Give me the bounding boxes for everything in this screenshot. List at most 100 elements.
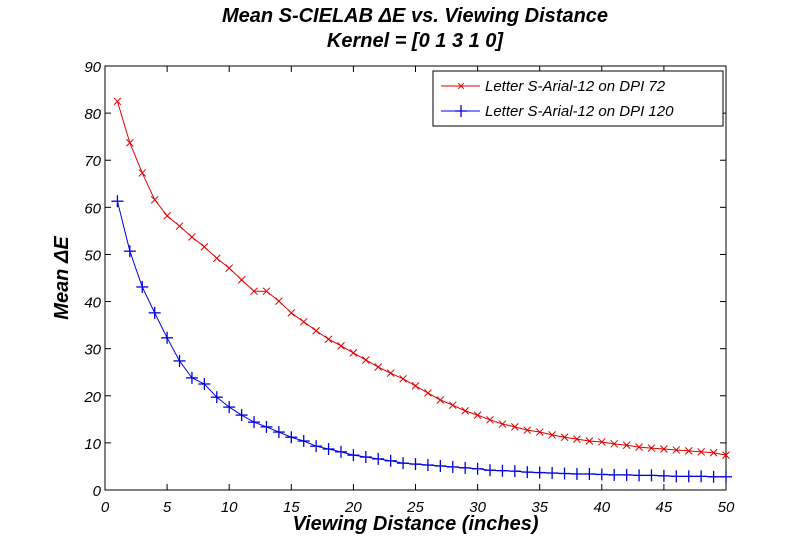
data-point bbox=[697, 447, 706, 456]
data-point bbox=[670, 470, 683, 483]
legend-box bbox=[432, 70, 724, 127]
data-point bbox=[720, 470, 732, 483]
y-tick-label: 40 bbox=[84, 295, 101, 312]
data-point bbox=[411, 382, 420, 390]
data-point bbox=[262, 287, 271, 296]
data-point bbox=[248, 416, 261, 429]
data-point bbox=[123, 245, 136, 258]
data-point bbox=[210, 391, 223, 404]
data-point bbox=[684, 447, 693, 455]
plus-marker bbox=[455, 105, 467, 117]
x-tick-label: 50 bbox=[718, 499, 735, 516]
legend: Letter S-Arial-12 on DPI 72 Letter S-Ari… bbox=[432, 70, 724, 127]
data-point bbox=[523, 426, 532, 435]
data-point bbox=[434, 459, 447, 472]
series-layer bbox=[111, 97, 732, 483]
data-point bbox=[111, 195, 124, 208]
data-point bbox=[446, 460, 459, 473]
data-point bbox=[484, 464, 497, 477]
data-point bbox=[397, 457, 410, 470]
y-tick-label: 30 bbox=[84, 342, 101, 359]
data-point bbox=[546, 467, 559, 480]
data-point bbox=[150, 195, 159, 204]
axes-box bbox=[104, 65, 727, 491]
data-point bbox=[633, 469, 646, 482]
x-tick-label: 35 bbox=[531, 499, 548, 516]
data-point bbox=[496, 464, 509, 477]
chart-subtitle: Kernel = [0 1 3 1 0] bbox=[327, 30, 505, 52]
data-point bbox=[299, 317, 308, 326]
data-point bbox=[235, 409, 248, 422]
data-point bbox=[272, 426, 285, 439]
legend-marker-plus-icon bbox=[455, 105, 467, 117]
data-point bbox=[225, 264, 234, 272]
data-point bbox=[185, 371, 198, 384]
data-point bbox=[511, 423, 519, 431]
data-point bbox=[125, 138, 134, 147]
legend-label-dpi72: Letter S-Arial-12 on DPI 72 bbox=[485, 78, 666, 95]
data-point bbox=[473, 411, 482, 419]
data-point bbox=[535, 428, 544, 436]
data-point bbox=[337, 341, 345, 350]
data-point bbox=[399, 374, 407, 383]
data-point bbox=[334, 445, 347, 458]
data-point bbox=[424, 389, 432, 397]
data-point bbox=[660, 445, 668, 453]
data-point bbox=[672, 446, 681, 454]
y-axis-label: Mean ΔE bbox=[51, 236, 73, 320]
data-point bbox=[682, 470, 695, 483]
data-point bbox=[312, 326, 320, 335]
x-tick-label: 25 bbox=[406, 499, 424, 516]
data-point bbox=[322, 443, 335, 456]
y-ticks: 0 10 20 30 40 50 60 70 80 90 bbox=[83, 59, 726, 500]
data-point bbox=[361, 356, 370, 364]
data-point bbox=[709, 448, 718, 457]
data-point bbox=[573, 435, 581, 443]
data-point bbox=[548, 431, 556, 439]
data-point bbox=[722, 451, 730, 459]
data-point bbox=[521, 466, 534, 479]
data-point bbox=[471, 462, 484, 475]
data-point bbox=[198, 378, 211, 390]
x-tick-label: 45 bbox=[656, 499, 673, 516]
y-tick-label: 0 bbox=[93, 483, 102, 500]
x-ticks: 0 5 10 15 20 25 30 35 40 45 50 bbox=[101, 66, 735, 516]
data-point bbox=[533, 466, 546, 479]
y-tick-label: 70 bbox=[84, 153, 101, 170]
data-point bbox=[275, 297, 283, 305]
chart-title: Mean S-CIELAB ΔE vs. Viewing Distance bbox=[222, 5, 608, 27]
data-point bbox=[647, 444, 656, 452]
data-point bbox=[635, 443, 643, 451]
data-point bbox=[163, 211, 171, 220]
data-point bbox=[372, 452, 385, 465]
data-point bbox=[585, 437, 594, 445]
data-point bbox=[498, 420, 507, 428]
x-tick-label: 5 bbox=[163, 499, 172, 516]
x-marker bbox=[457, 82, 465, 90]
data-point bbox=[622, 441, 631, 450]
data-point bbox=[386, 369, 395, 378]
data-point bbox=[448, 401, 457, 410]
y-tick-label: 10 bbox=[84, 436, 101, 453]
data-point bbox=[349, 349, 358, 357]
data-point bbox=[161, 331, 174, 344]
legend-marker-x-icon bbox=[457, 82, 465, 90]
legend-entry-dpi72: Letter S-Arial-12 on DPI 72 bbox=[441, 78, 666, 95]
data-point bbox=[285, 431, 298, 444]
data-point bbox=[359, 451, 372, 464]
y-tick-label: 60 bbox=[84, 200, 101, 217]
y-tick-label: 90 bbox=[84, 59, 101, 76]
data-point bbox=[297, 435, 310, 448]
data-point bbox=[461, 406, 470, 415]
legend-label-dpi120: Letter S-Arial-12 on DPI 120 bbox=[485, 103, 674, 120]
y-tick-label: 50 bbox=[84, 247, 101, 264]
data-point bbox=[409, 458, 422, 471]
data-point bbox=[459, 461, 472, 474]
data-point bbox=[570, 467, 583, 480]
data-point bbox=[597, 438, 606, 446]
data-point bbox=[188, 233, 196, 241]
data-point bbox=[595, 468, 608, 481]
x-tick-label: 30 bbox=[469, 499, 486, 516]
data-point bbox=[436, 396, 445, 404]
